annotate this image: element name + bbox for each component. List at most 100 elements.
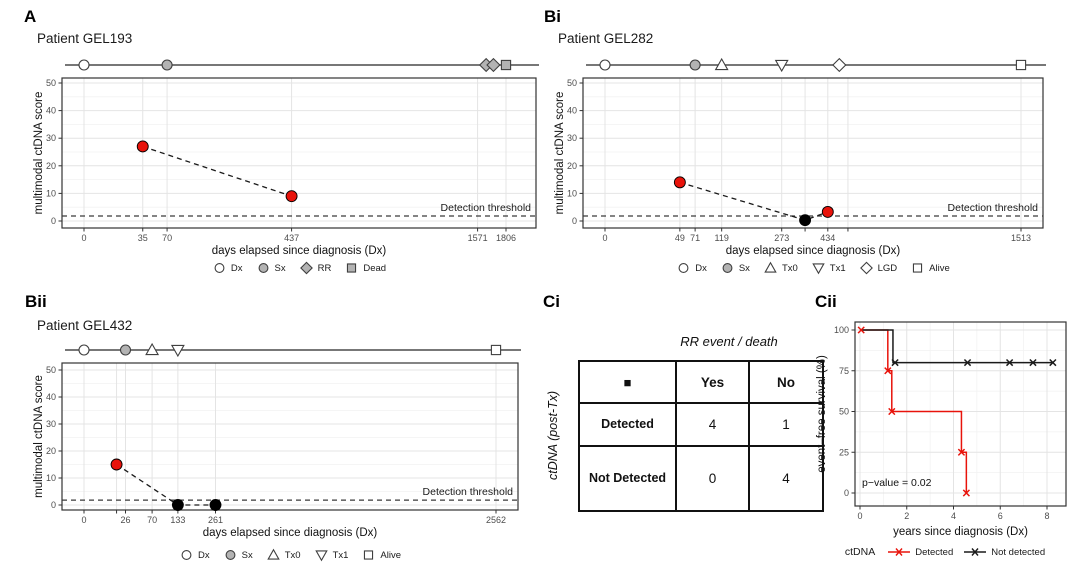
legend-marker-lgd: [859, 261, 873, 275]
km-mark-not_detected: [1049, 358, 1057, 367]
y-tick-label: 10: [46, 473, 56, 483]
x-axis-title: days elapsed since diagnosis (Dx): [212, 245, 387, 257]
table-corner-cell: ■: [578, 360, 677, 404]
panel-a-label: A: [24, 7, 37, 26]
x-tick-label: 1513: [1011, 233, 1031, 243]
legend-marker-alive: [913, 263, 923, 273]
circle-icon: [181, 550, 192, 560]
table-row: Detected 4 1: [578, 402, 824, 447]
y-tick-label: 40: [46, 392, 56, 402]
x-axis-title: years since diagnosis (Dx): [893, 526, 1028, 538]
y-tick-label: 0: [572, 216, 577, 226]
timeline-chart-gel193: 0 10 20 30 40 50 0 35 70 437 1571 1806 Detection thr…: [33, 57, 539, 257]
triangle-up-icon: [266, 548, 280, 560]
table-row-label-detected: Detected: [578, 402, 677, 447]
square-icon: [913, 263, 923, 273]
y-tick-label: 50: [46, 365, 56, 375]
ctdna-sample-point-detected: [821, 205, 834, 218]
table-value-not-detected-no: 4: [748, 445, 824, 512]
square-icon: [347, 263, 357, 273]
x-tick-label: 133: [170, 515, 185, 525]
y-tick-label: 75: [839, 366, 849, 376]
y-tick-label: 100: [834, 325, 849, 335]
y-axis-title: multimodal ctDNA score: [554, 92, 566, 215]
legend-label: Not detected: [991, 546, 1046, 558]
y-tick-label: 0: [51, 500, 56, 510]
table-row: Not Detected 0 4: [578, 445, 824, 512]
timeline-marker-dx: [599, 59, 611, 71]
y-tick-label: 10: [567, 188, 577, 198]
diamond-icon: [299, 261, 313, 275]
legend-label: Tx0: [284, 549, 301, 561]
km-mark-not_detected: [891, 358, 899, 367]
y-axis-title: multimodal ctDNA score: [33, 92, 45, 215]
line-x-marker-icon: [964, 548, 987, 556]
y-axis-title: event–free survival (%): [816, 355, 828, 473]
km-mark-detected: [888, 407, 896, 416]
timeline-marker-alive: [1015, 59, 1027, 71]
legend-label: RR: [317, 262, 332, 274]
y-tick-label: 20: [46, 446, 56, 456]
legend-marker-sx: [225, 550, 236, 560]
x-tick-label: 0: [81, 515, 86, 525]
timeline-marker-dx: [78, 344, 90, 356]
p-value-label: p−value = 0.02: [862, 477, 932, 489]
plot-border: [61, 77, 537, 229]
ctdna-sample-point-not_detected: [799, 214, 812, 227]
legend-label: Dx: [198, 549, 210, 561]
legend-marker-dx: [678, 263, 689, 273]
timeline-chart-gel282: 0 10 20 30 40 50 0 49 71 119 273 434 1513 Detection t…: [554, 57, 1046, 257]
km-curve-not_detected: [860, 329, 1053, 364]
table-value-not-detected-yes: 0: [675, 445, 750, 512]
km-mark-detected: [884, 367, 892, 375]
circle-icon: [678, 263, 689, 273]
legend-item-lgd: LGD: [859, 261, 898, 275]
legend-item-alive: Alive: [361, 548, 401, 562]
legend-marker-tx1: [314, 550, 328, 562]
panel-ci: Ci RR event / death ctDNA (post-Tx) ■ Ye…: [540, 290, 824, 575]
x-axis-title: days elapsed since diagnosis (Dx): [726, 245, 901, 257]
sample-connector-line: [142, 145, 292, 197]
x-tick-label: 0: [81, 233, 86, 243]
y-tick-label: 20: [567, 161, 577, 171]
x-tick-label: 261: [208, 515, 223, 525]
legend-item-tx0: Tx0: [266, 548, 301, 562]
km-survival-chart: 0 25 50 75 100 0 2 4 6 8 p−value = 0.02 years since…: [816, 321, 1067, 538]
plot-border: [61, 362, 519, 511]
x-tick-label: 0: [857, 511, 862, 521]
legend-item-rr: RR: [299, 261, 332, 275]
panel-ci-label: Ci: [543, 292, 560, 311]
ctdna-sample-point-detected: [673, 176, 686, 189]
circle-icon: [225, 550, 236, 560]
panel-cii-label: Cii: [815, 292, 837, 311]
plot-border: [582, 77, 1044, 229]
sample-connector-line: [116, 463, 216, 506]
x-tick-label: 49: [675, 233, 685, 243]
y-axis-title: multimodal ctDNA score: [33, 375, 45, 498]
legend-label: LGD: [877, 262, 898, 274]
x-tick-label: 2: [904, 511, 909, 521]
legend-label: Dead: [363, 262, 387, 274]
panel-bii: Bii Patient GEL432 0 10 20 30 40 50 0 26 70 133 26…: [0, 290, 540, 575]
x-tick-label: 434: [820, 233, 835, 243]
km-mark-detected: [962, 489, 970, 497]
table-col-no: No: [748, 360, 824, 404]
timeline-marker-lgd: [832, 57, 847, 73]
legend-item-tx0: Tx0: [763, 261, 798, 275]
legend-marker-tx0: [764, 261, 777, 273]
x-tick-label: 70: [147, 515, 157, 525]
timeline-marker-tx1: [170, 344, 185, 358]
panel-a: A Patient GEL193 0 10 20 30 40 50 0 35 70 437 1571…: [0, 0, 540, 290]
diamond-icon: [859, 261, 873, 275]
km-mark-detected: [857, 326, 865, 334]
panel-bii-label: Bii: [25, 292, 47, 311]
panel-bi: Bi Patient GEL282 0 10 20 30 40 50 0 49 71 119 273…: [540, 0, 1080, 290]
timeline-marker-sx: [161, 59, 173, 71]
x-tick-label: 437: [284, 233, 299, 243]
y-tick-label: 40: [567, 106, 577, 116]
x-tick-label: 0: [602, 233, 607, 243]
legend-label: Alive: [929, 262, 950, 274]
x-tick-label: 119: [714, 233, 728, 243]
x-tick-label: 35: [138, 233, 148, 243]
legend-label: Detected: [915, 546, 954, 558]
